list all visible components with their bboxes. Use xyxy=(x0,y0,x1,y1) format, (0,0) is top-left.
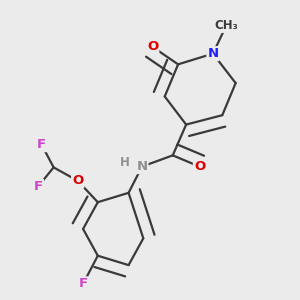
Text: F: F xyxy=(34,180,43,193)
Text: F: F xyxy=(79,277,88,290)
Text: F: F xyxy=(37,138,46,151)
Text: H: H xyxy=(120,156,130,169)
Text: N: N xyxy=(207,47,218,60)
Text: O: O xyxy=(147,40,158,53)
Text: CH₃: CH₃ xyxy=(214,19,238,32)
Text: N: N xyxy=(136,160,148,173)
Text: O: O xyxy=(72,174,83,187)
Text: O: O xyxy=(194,160,205,173)
